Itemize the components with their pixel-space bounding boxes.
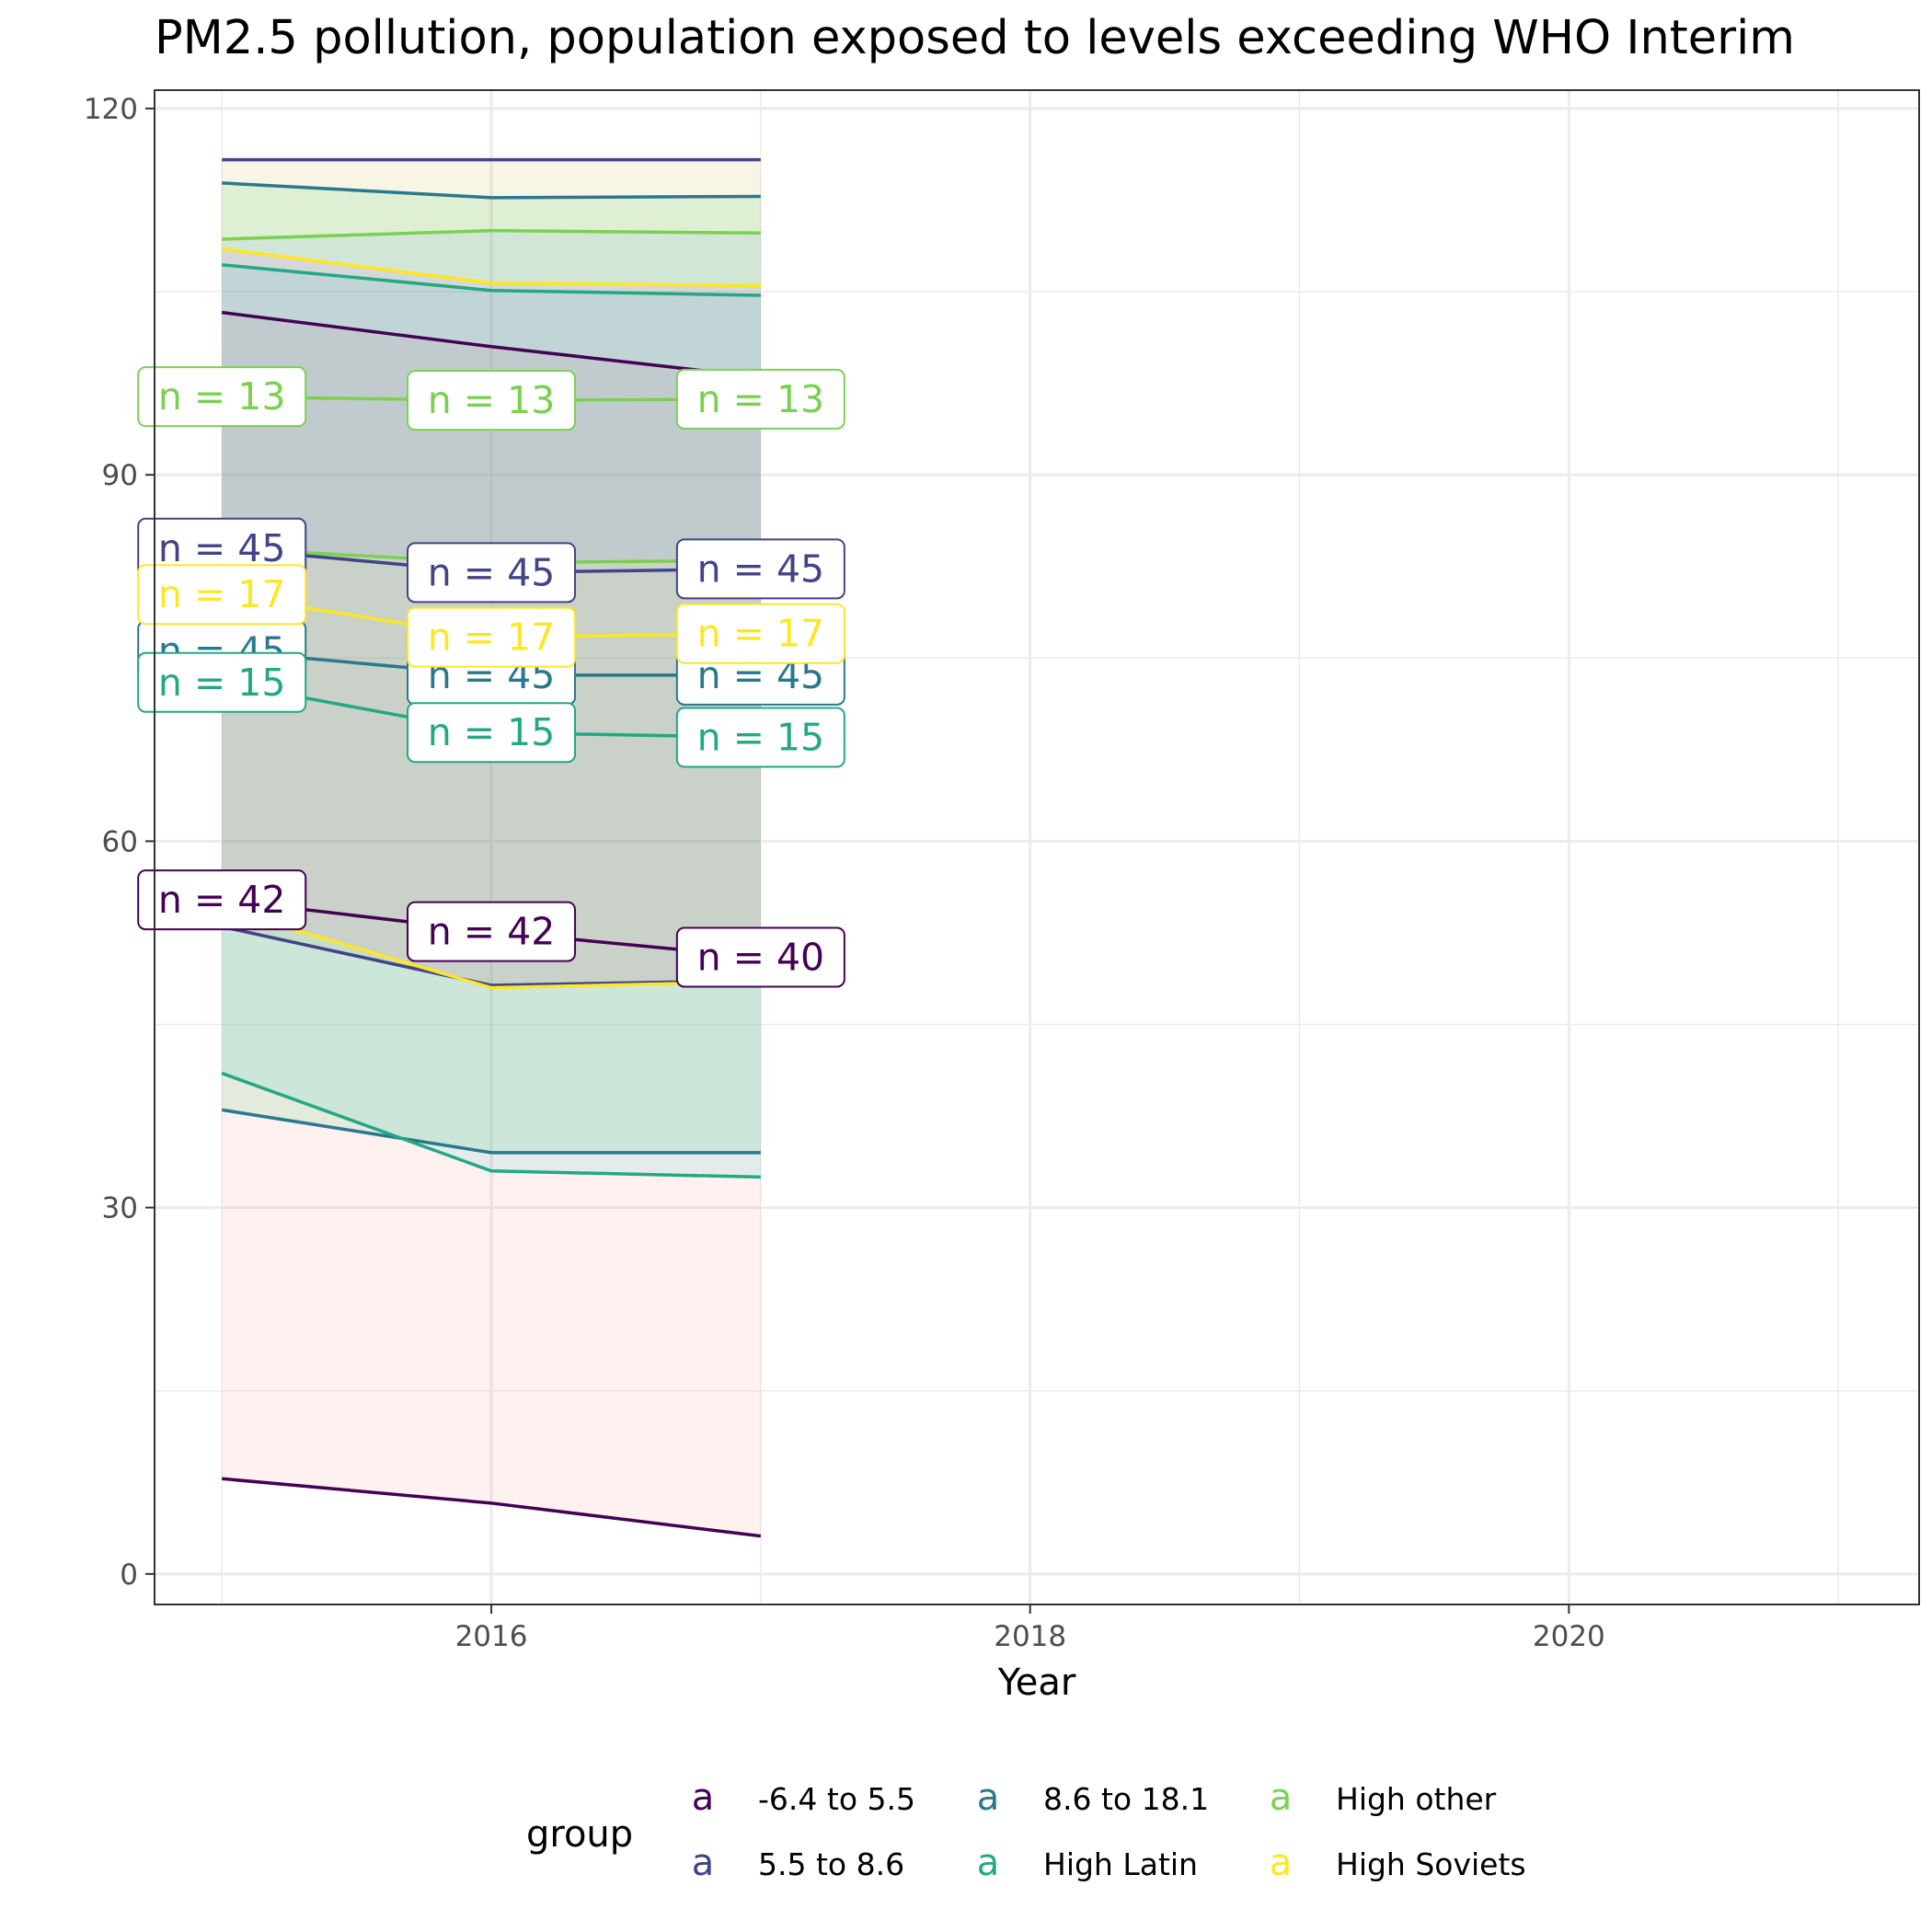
legend-label: 5.5 to 8.6 (758, 1846, 904, 1882)
line-max-High other (222, 228, 761, 241)
legend-key: a (1270, 1842, 1293, 1884)
legend-item: a 5.5 to 8.6 (692, 1842, 904, 1884)
n-label: n = 13 (675, 368, 845, 430)
n-label-box (675, 538, 845, 600)
n-label-box (407, 542, 577, 604)
legend-item: a 8.6 to 18.1 (977, 1777, 1209, 1819)
legend-label: -6.4 to 5.5 (758, 1781, 915, 1817)
legend-label: High Latin (1043, 1846, 1198, 1882)
legend-item: a -6.4 to 5.5 (692, 1777, 915, 1819)
legend-title: group (526, 1813, 633, 1856)
line-min--6.4 to 5.5 (222, 1477, 762, 1538)
plot-border (154, 89, 1920, 1605)
x-tick-label: 2016 (455, 1620, 528, 1653)
line-min-5.5 to 8.6 (221, 925, 761, 987)
n-label-box (137, 651, 307, 713)
line-min-High Soviets (221, 906, 761, 990)
legend-key: a (1270, 1777, 1293, 1819)
legend-label: High Soviets (1336, 1846, 1526, 1882)
n-label: n = 17 (137, 564, 307, 626)
n-label-text: n = 45 (697, 546, 825, 591)
n-label: n = 42 (137, 869, 307, 931)
n-label: n = 45 (407, 542, 577, 604)
n-label-box (407, 901, 577, 962)
n-label-box (137, 564, 307, 626)
n-label-box (675, 603, 845, 664)
n-label: n = 40 (675, 926, 845, 988)
y-tick-label: 0 (120, 1558, 138, 1592)
n-label-box (675, 368, 845, 430)
line-max--6.4 to 5.5 (221, 310, 762, 379)
n-label: n = 13 (137, 366, 307, 428)
legend-item: a High Latin (977, 1842, 1198, 1884)
n-label-box (137, 366, 307, 428)
n-label: n = 13 (407, 370, 577, 431)
n-label: n = 42 (407, 901, 577, 962)
n-label-box (407, 606, 577, 668)
legend-key: a (977, 1842, 1000, 1884)
n-label-text: n = 42 (428, 910, 556, 954)
axes-layer: 2016 2018 2020 0 30 60 90 120 (84, 93, 1605, 1653)
y-tick-label: 90 (102, 459, 138, 492)
x-tick-label: 2018 (994, 1620, 1066, 1653)
n-label: n = 15 (407, 702, 577, 764)
n-label: n = 17 (407, 606, 577, 668)
line-max-High Latin (222, 263, 761, 297)
n-label-box (407, 702, 577, 764)
n-label-text: n = 45 (158, 526, 286, 570)
chart-title: PM2.5 pollution, population exposed to l… (155, 11, 1795, 65)
n-label-box (675, 926, 845, 988)
x-tick-label: 2020 (1533, 1620, 1605, 1653)
n-label-box (137, 869, 307, 931)
n-label-text: n = 13 (428, 378, 556, 422)
n-label: n = 15 (675, 707, 845, 768)
n-label: n = 45 (137, 517, 307, 579)
n-label-box (407, 370, 577, 431)
n-label-text: n = 13 (158, 374, 286, 419)
n-label-text: n = 17 (697, 612, 825, 656)
legend-label: High other (1336, 1781, 1497, 1817)
ribbon-layer (222, 159, 761, 1536)
n-label-text: n = 15 (158, 661, 286, 705)
y-tick-label: 60 (102, 825, 138, 858)
legend-label: 8.6 to 18.1 (1043, 1781, 1209, 1817)
n-label: n = 45 (675, 538, 845, 600)
y-tick-label: 120 (84, 93, 138, 126)
n-label-text: n = 17 (428, 615, 556, 660)
legend-item: a High other (1270, 1777, 1497, 1819)
line-max-8.6 to 18.1 (222, 181, 761, 200)
n-label-text: n = 45 (428, 550, 556, 594)
n-label-text: n = 13 (697, 377, 825, 421)
line-min-8.6 to 18.1 (221, 1108, 761, 1155)
n-label-box (675, 707, 845, 768)
n-label: n = 15 (137, 651, 307, 713)
legend-item: a High Soviets (1270, 1842, 1526, 1884)
label-layer: n = 42n = 42n = 40n = 45n = 45 n = 45n = … (137, 366, 845, 988)
legend-key: a (977, 1777, 1000, 1819)
grid-minor (155, 90, 1919, 1604)
legend-key: a (692, 1777, 715, 1819)
n-label-text: n = 15 (428, 710, 556, 754)
legend-key: a (692, 1842, 715, 1884)
x-axis-title: Year (997, 1662, 1076, 1704)
grid-major (155, 90, 1919, 1604)
line-min-High Latin (221, 1071, 761, 1179)
y-tick-label: 30 (102, 1192, 138, 1225)
n-label: n = 17 (675, 603, 845, 664)
n-label-text: n = 42 (158, 878, 286, 922)
n-label-text: n = 17 (158, 572, 286, 616)
line-max-High Soviets (221, 247, 761, 288)
n-label-text: n = 40 (697, 935, 825, 979)
n-label-text: n = 15 (697, 716, 825, 760)
legend: group a -6.4 to 5.5 a 5.5 to 8.6 a 8.6 to 18.1… (526, 1777, 1526, 1884)
